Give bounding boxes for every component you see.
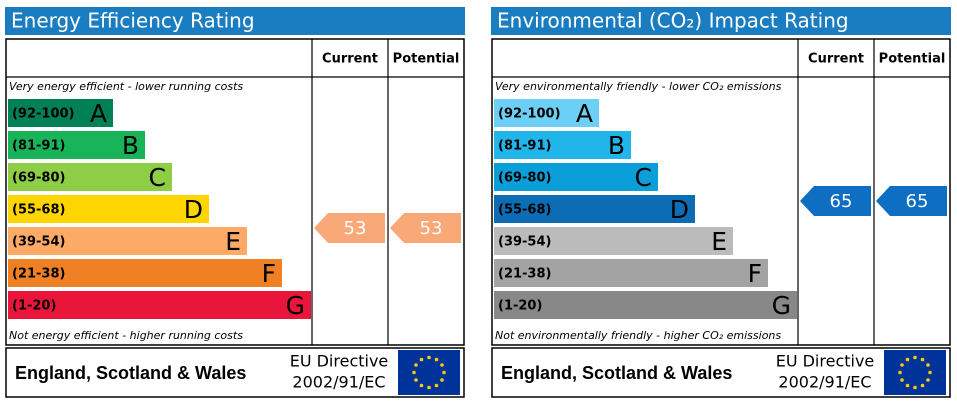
rating-band bbox=[494, 131, 631, 159]
flag-star bbox=[414, 363, 418, 367]
flag-star bbox=[434, 357, 439, 362]
band-range: (92-100) bbox=[12, 107, 75, 122]
rating-arrow bbox=[876, 186, 947, 216]
flag-star bbox=[442, 370, 446, 375]
flag-star bbox=[434, 383, 439, 388]
band-range: (21-38) bbox=[12, 267, 65, 282]
flag-star bbox=[440, 378, 444, 382]
band-range: (1-20) bbox=[12, 299, 56, 314]
rating-arrow bbox=[314, 213, 385, 243]
flag-star bbox=[427, 385, 431, 390]
column-header: Potential bbox=[879, 52, 946, 67]
panel-title: Environmental (CO₂) Impact Rating bbox=[497, 9, 849, 33]
rating-band bbox=[8, 163, 172, 191]
flag-star bbox=[412, 370, 416, 375]
directive-line: 2002/91/EC bbox=[292, 373, 385, 392]
column-header: Current bbox=[808, 52, 864, 67]
rating-value: 65 bbox=[906, 191, 929, 212]
column-header: Current bbox=[322, 52, 378, 67]
rating-band bbox=[494, 227, 733, 255]
band-letter: G bbox=[286, 291, 305, 320]
flag-star bbox=[900, 378, 904, 382]
rating-band bbox=[494, 259, 768, 287]
band-letter: C bbox=[635, 163, 652, 192]
flag-star bbox=[926, 378, 930, 382]
rating-band bbox=[8, 131, 145, 159]
directive-line: EU Directive bbox=[290, 352, 389, 371]
rating-band bbox=[8, 291, 311, 319]
footer-region: England, Scotland & Wales bbox=[501, 363, 732, 383]
band-letter: F bbox=[748, 259, 762, 288]
title-bar bbox=[5, 7, 465, 35]
rating-value: 53 bbox=[344, 218, 367, 239]
flag-star bbox=[898, 370, 902, 375]
top-note: Very environmentally friendly - lower CO… bbox=[495, 80, 782, 93]
band-range: (39-54) bbox=[12, 235, 65, 250]
footer-region: England, Scotland & Wales bbox=[15, 363, 246, 383]
flag-star bbox=[427, 355, 431, 360]
band-letter: D bbox=[670, 195, 689, 224]
rating-band bbox=[8, 259, 282, 287]
flag-star bbox=[920, 357, 925, 362]
band-letter: G bbox=[772, 291, 791, 320]
rating-band bbox=[8, 227, 247, 255]
flag-star bbox=[905, 383, 910, 388]
flag-star bbox=[905, 357, 910, 362]
band-letter: A bbox=[576, 99, 593, 128]
panel-title: Energy Efficiency Rating bbox=[11, 9, 255, 33]
directive-line: 2002/91/EC bbox=[778, 373, 871, 392]
footer-frame bbox=[5, 347, 465, 398]
band-letter: C bbox=[149, 163, 166, 192]
flag-star bbox=[419, 357, 424, 362]
rating-value: 65 bbox=[830, 191, 853, 212]
band-range: (1-20) bbox=[498, 299, 542, 314]
column-header: Potential bbox=[393, 52, 460, 67]
band-range: (21-38) bbox=[498, 267, 551, 282]
flag-star bbox=[440, 363, 444, 367]
rating-band bbox=[494, 163, 658, 191]
band-letter: E bbox=[225, 227, 241, 256]
band-letter: A bbox=[90, 99, 107, 128]
flag-star bbox=[900, 363, 904, 367]
rating-band bbox=[8, 99, 113, 127]
band-range: (81-91) bbox=[498, 139, 551, 154]
band-range: (81-91) bbox=[12, 139, 65, 154]
flag-star bbox=[419, 383, 424, 388]
band-letter: D bbox=[184, 195, 203, 224]
band-letter: E bbox=[711, 227, 727, 256]
rating-value: 53 bbox=[420, 218, 443, 239]
band-range: (55-68) bbox=[12, 203, 65, 218]
title-bar bbox=[491, 7, 951, 35]
band-range: (39-54) bbox=[498, 235, 551, 250]
band-range: (69-80) bbox=[12, 171, 65, 186]
footer-frame bbox=[491, 347, 951, 398]
flag-star bbox=[928, 370, 932, 375]
rating-arrow bbox=[390, 213, 461, 243]
band-letter: F bbox=[262, 259, 276, 288]
band-range: (55-68) bbox=[498, 203, 551, 218]
flag-star bbox=[926, 363, 930, 367]
bottom-note: Not energy efficient - higher running co… bbox=[9, 329, 243, 342]
bottom-note: Not environmentally friendly - higher CO… bbox=[495, 329, 781, 342]
rating-band bbox=[8, 195, 209, 223]
band-letter: B bbox=[122, 131, 139, 160]
flag-star bbox=[920, 383, 925, 388]
top-note: Very energy efficient - lower running co… bbox=[9, 80, 243, 93]
band-range: (69-80) bbox=[498, 171, 551, 186]
flag-star bbox=[913, 385, 917, 390]
rating-band bbox=[494, 291, 797, 319]
rating-arrow bbox=[800, 186, 871, 216]
rating-band bbox=[494, 99, 599, 127]
band-letter: B bbox=[608, 131, 625, 160]
band-range: (92-100) bbox=[498, 107, 561, 122]
rating-band bbox=[494, 195, 695, 223]
directive-line: EU Directive bbox=[776, 352, 875, 371]
flag-star bbox=[913, 355, 917, 360]
flag-star bbox=[414, 378, 418, 382]
